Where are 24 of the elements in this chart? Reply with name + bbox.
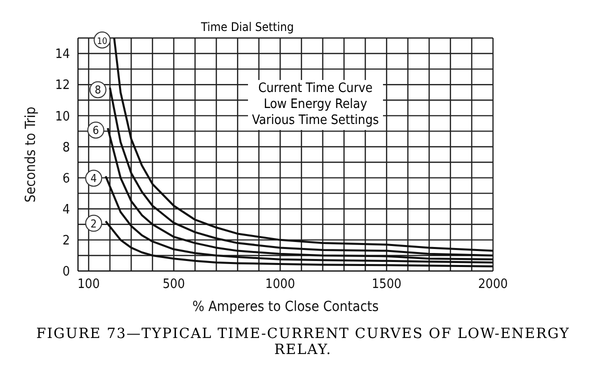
series-label: 10 [97, 37, 108, 47]
x-tick-label: 500 [162, 277, 185, 292]
x-tick-label: 1000 [265, 277, 296, 292]
line-series [113, 38, 493, 252]
caption: FIGURE 73—TYPICAL TIME-CURRENT CURVES OF LOW-ENERGY RELAY. [35, 326, 571, 358]
y-tick-label: 0 [62, 264, 70, 280]
y-tick-label: 12 [55, 78, 70, 94]
series-label: 6 [92, 124, 99, 138]
y-tick-label: 8 [62, 140, 70, 156]
y-tick-label: 6 [62, 171, 70, 186]
x-tick-label: 100 [77, 277, 100, 292]
y-tick-label: 14 [55, 47, 70, 62]
y-tick-label: 10 [55, 109, 70, 124]
series-label: 2 [90, 217, 97, 230]
x-tick-label: 2000 [478, 277, 508, 292]
text: Time Dial Setting [201, 20, 294, 34]
series-label: 4 [90, 172, 97, 186]
y-axis-title: Seconds to Trip [22, 106, 39, 202]
series-label: 8 [94, 84, 102, 97]
x-axis-title: % Amperes to Close Contacts [192, 299, 379, 315]
x-tick-label: 1500 [372, 277, 402, 292]
y-tick-label: 2 [62, 234, 70, 249]
y-tick-label: 4 [62, 202, 70, 218]
annotation: Current Time Curve Low Energy Relay Various Time Settings [248, 80, 383, 130]
